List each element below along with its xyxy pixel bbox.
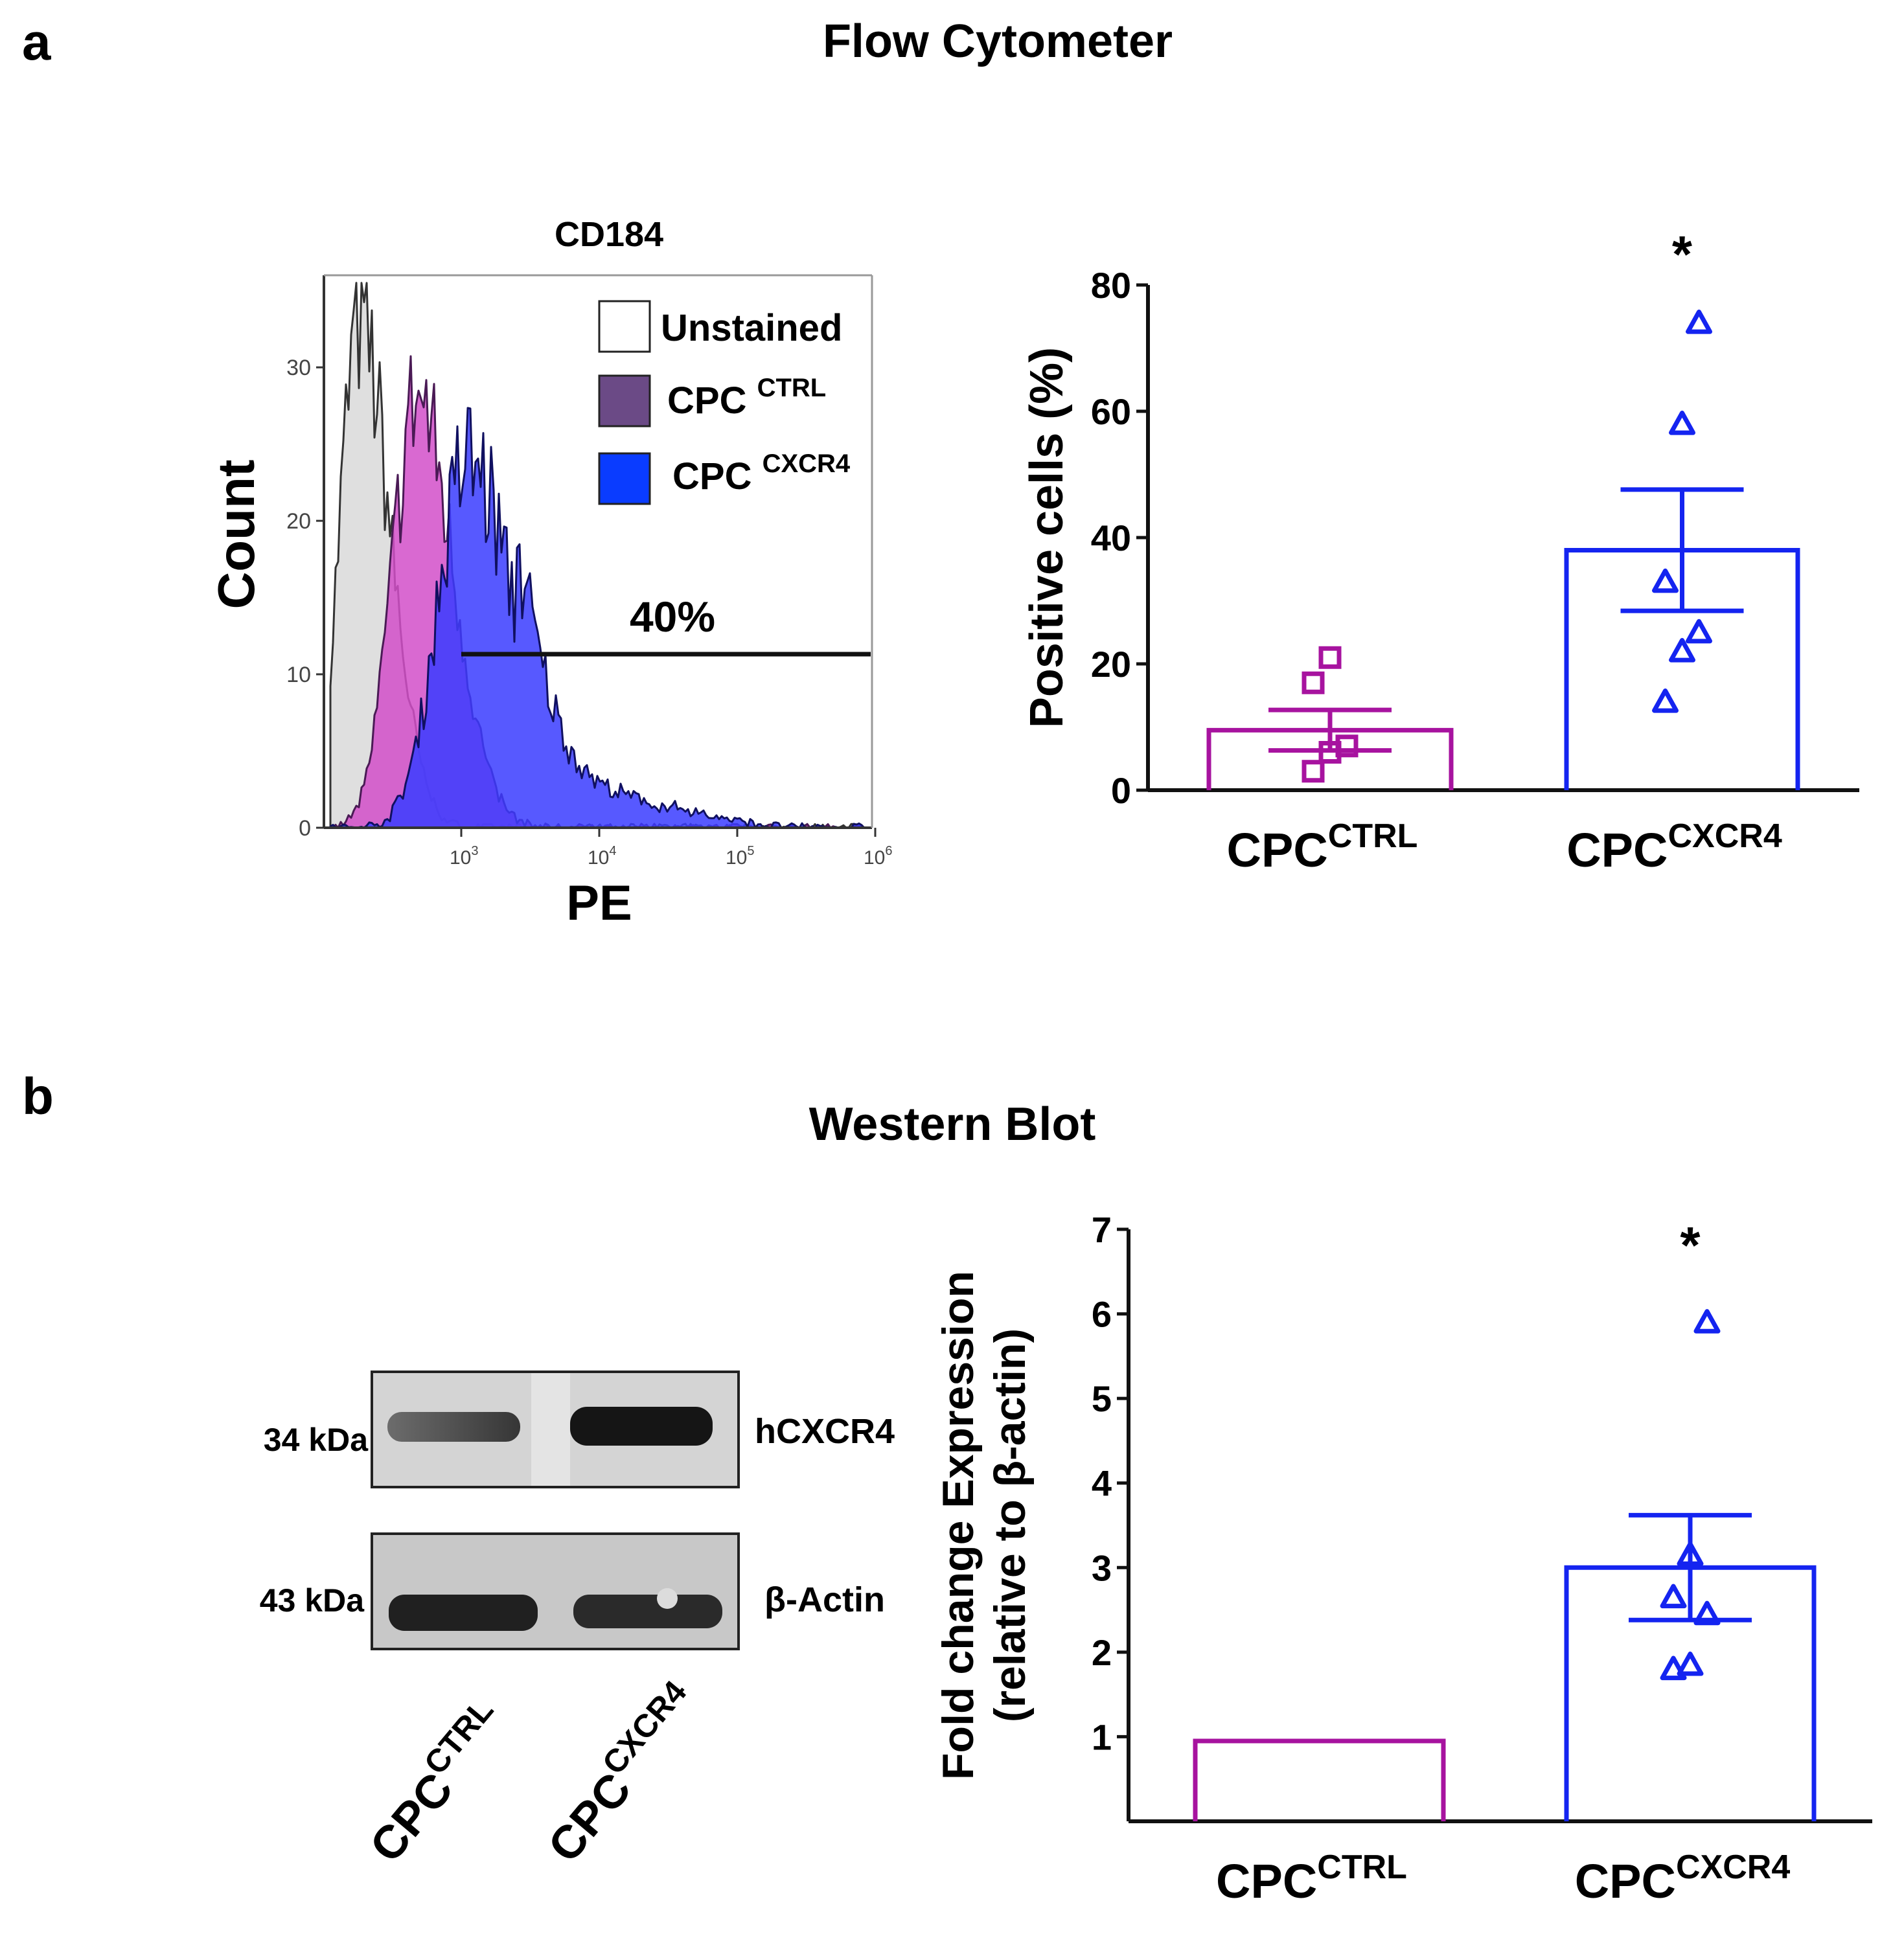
bar-category-label: CPCCXCR4 xyxy=(1566,817,1782,877)
blot-lane-label-cxcr4: CPCCXCR4 xyxy=(532,1674,712,1872)
bar-ytick-label: 80 xyxy=(1091,265,1131,306)
legend-label-unstained: Unstained xyxy=(661,307,842,349)
western-blot: 34 kDa hCXCR4 43 kDa β-Actin CPCCTRL CPC… xyxy=(260,1371,895,1872)
bar-ytick-label: 40 xyxy=(1091,518,1131,558)
blot-artifact xyxy=(657,1588,678,1609)
histogram-xtick-label: 105 xyxy=(726,844,755,869)
legend-swatch-ctrl xyxy=(598,374,651,427)
bar-category-label: CPCCTRL xyxy=(1216,1849,1407,1908)
panel-b-letter: b xyxy=(22,1067,54,1125)
legend-label-ctrl: CPC CTRL xyxy=(667,374,826,422)
blot-protein-actin: β-Actin xyxy=(764,1580,885,1619)
legend-swatch-unstained xyxy=(598,300,651,353)
histogram-legend: Unstained CPC CTRL CPC CXCR4 xyxy=(598,300,851,505)
histogram-distributions xyxy=(329,282,871,829)
blot-lane-label-ctrl: CPCCTRL xyxy=(354,1692,519,1872)
histogram-xtick-label: 104 xyxy=(588,844,617,869)
legend-label-cxcr4: CPC CXCR4 xyxy=(672,449,851,497)
blot-mw-actin: 43 kDa xyxy=(260,1582,365,1619)
histogram-xlabel: PE xyxy=(566,876,632,931)
bar-ytick-label: 20 xyxy=(1091,644,1131,685)
blot-band-cxcr4-actin xyxy=(573,1595,722,1628)
bar-ytick-label: 6 xyxy=(1092,1294,1112,1335)
fold-change-bar-chart: 1 2 3 4 5 6 7 Fold change Expression (relative t… xyxy=(934,1209,1872,1908)
histogram-ylabel: Count xyxy=(207,459,265,609)
histogram-ytick-label: 10 xyxy=(286,663,311,687)
positive-cells-bar-chart: 0 20 40 60 80 Positive cells (%) CPCCTRL * CPCCX… xyxy=(1021,225,1859,877)
bar-ytick-label: 4 xyxy=(1092,1463,1112,1504)
gate-label: 40% xyxy=(630,593,715,641)
bar-ylabel-line2: (relative to β-actin) xyxy=(985,1328,1035,1722)
data-point-triangle xyxy=(1686,310,1712,334)
data-point-triangle xyxy=(1669,411,1695,435)
data-point-triangle xyxy=(1660,1584,1687,1609)
data-point-triangle xyxy=(1677,1651,1704,1676)
bar-ylabel-line1: Fold change Expression xyxy=(934,1271,983,1780)
bar-category-label: CPCCXCR4 xyxy=(1575,1849,1791,1908)
blot-membrane-actin xyxy=(371,1532,740,1650)
data-point-square xyxy=(1302,760,1325,783)
data-point-triangle xyxy=(1652,688,1679,713)
data-point-square xyxy=(1335,734,1359,758)
bar-ytick-label: 1 xyxy=(1092,1716,1112,1757)
data-point-triangle xyxy=(1669,638,1695,663)
blot-band-ctrl-actin xyxy=(389,1595,538,1631)
legend-swatch-cxcr4 xyxy=(598,452,651,505)
histogram-y-ticks: 0 10 20 30 xyxy=(286,356,324,841)
bar-category-label: CPCCTRL xyxy=(1227,817,1418,877)
data-point-triangle xyxy=(1693,1600,1721,1626)
bar-ylabel: Positive cells (%) xyxy=(1021,347,1073,728)
data-point-triangle xyxy=(1660,1655,1687,1681)
blot-band-ctrl-hcxcr4 xyxy=(387,1412,520,1442)
panel-a-title: Flow Cytometer xyxy=(823,16,1173,67)
bar-ytick-label: 5 xyxy=(1092,1378,1112,1419)
blot-mw-hcxcr4: 34 kDa xyxy=(264,1422,369,1458)
bar-ytick-label: 2 xyxy=(1092,1632,1112,1673)
histogram-ytick-label: 20 xyxy=(286,509,311,534)
blot-gap-hcxcr4 xyxy=(531,1373,570,1486)
significance-star: * xyxy=(1672,225,1693,283)
histogram-ytick-label: 30 xyxy=(286,356,311,380)
histogram-xtick-label: 106 xyxy=(864,844,893,869)
blot-band-cxcr4-hcxcr4 xyxy=(570,1407,713,1446)
data-point-square xyxy=(1318,646,1342,669)
panel-b-title: Western Blot xyxy=(809,1098,1096,1150)
significance-star: * xyxy=(1680,1216,1701,1274)
data-point-triangle xyxy=(1693,1309,1721,1334)
blot-protein-hcxcr4: hCXCR4 xyxy=(755,1412,895,1451)
data-point-triangle xyxy=(1677,1542,1704,1566)
data-point-square xyxy=(1302,671,1325,694)
bar-0 xyxy=(1193,1738,1446,1821)
bar-ytick-label: 7 xyxy=(1092,1209,1112,1250)
data-point-triangle xyxy=(1686,619,1712,644)
histogram-xtick-label: 103 xyxy=(450,844,479,869)
histogram-ytick-label: 0 xyxy=(299,816,311,841)
bar-ytick-label: 0 xyxy=(1111,770,1131,811)
data-point-triangle xyxy=(1652,568,1679,593)
bar-ytick-label: 60 xyxy=(1091,391,1131,432)
histogram-x-ticks: 103 104 105 106 xyxy=(450,828,893,869)
bar-ytick-label: 3 xyxy=(1092,1547,1112,1588)
panel-a-letter: a xyxy=(22,13,51,71)
histogram-title: CD184 xyxy=(555,215,663,254)
